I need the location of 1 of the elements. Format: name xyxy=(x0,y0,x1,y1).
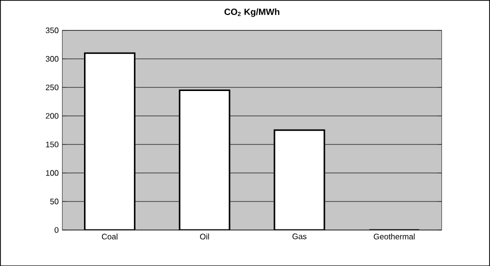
chart-title: CO$_{2}$ Kg/MWh xyxy=(224,8,280,17)
